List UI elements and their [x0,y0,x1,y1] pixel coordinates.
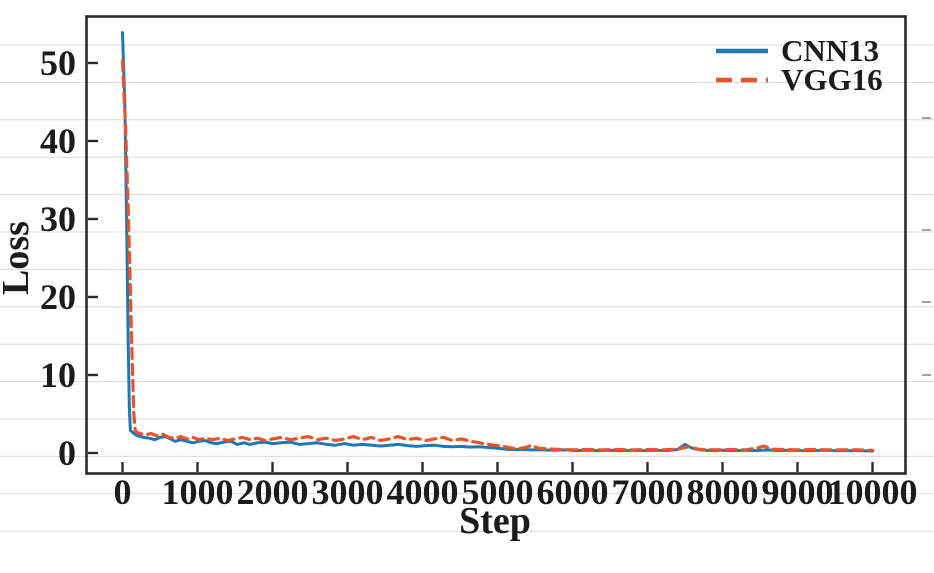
y-tick-label: 20 [40,277,76,317]
x-tick-label: 10000 [828,472,918,512]
x-axis-label: Step [459,500,531,542]
x-tick-label: 2000 [237,472,309,512]
x-tick-label: 8000 [687,472,759,512]
plot-border [85,15,907,475]
x-tick-label: 3000 [312,472,384,512]
x-tick-label: 4000 [387,472,459,512]
y-axis-label: Loss [0,221,37,295]
x-tick-label: 6000 [537,472,609,512]
x-tick-label: 9000 [762,472,834,512]
y-tick-label: 10 [40,355,76,395]
legend: CNN13 VGG16 [714,33,883,97]
x-tick-label: 5000 [462,472,534,512]
series-line-vgg16 [120,59,875,452]
legend-solid-line-icon [716,48,768,53]
series-line-cnn13 [121,31,874,453]
x-tick-label: 0 [114,472,132,512]
x-tick-label: 7000 [612,472,684,512]
y-tick-label: 40 [40,121,76,161]
legend-dashed-line-icon [716,77,768,82]
y-tick-label: 30 [40,199,76,239]
legend-item-cnn13: CNN13 [714,33,883,68]
legend-label-vgg16: VGG16 [781,62,883,97]
y-tick-label: 50 [40,43,76,83]
y-tick-label: 0 [58,433,76,473]
x-tick-label: 1000 [162,472,234,512]
legend-item-vgg16: VGG16 [714,62,883,97]
legend-label-cnn13: CNN13 [781,33,880,68]
